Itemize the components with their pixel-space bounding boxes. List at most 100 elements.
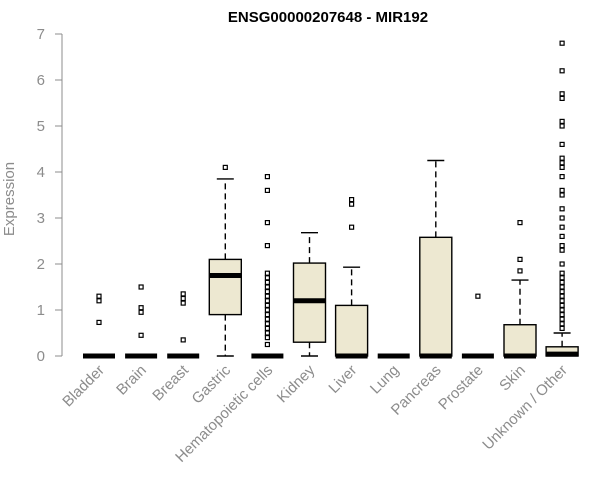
outlier-point (559, 160, 565, 166)
outlier-point (559, 312, 565, 318)
outlier-point (559, 68, 565, 74)
outlier-point (138, 332, 144, 338)
outlier-point (264, 325, 270, 331)
outlier-point (138, 309, 144, 315)
outlier-point (264, 174, 270, 180)
outlier-point (559, 302, 565, 308)
box-5 (251, 174, 284, 359)
outlier-point (222, 164, 228, 170)
chart-title: ENSG00000207648 - MIR192 (228, 9, 428, 26)
x-tick-label: Brain (113, 362, 150, 399)
x-tick-label: Skin (496, 362, 529, 395)
outlier-point (264, 293, 270, 299)
outlier-point (264, 220, 270, 226)
outlier-point (264, 321, 270, 327)
outlier-point (559, 141, 565, 147)
outlier-point (559, 206, 565, 212)
outlier-point (264, 307, 270, 313)
outlier-point (559, 123, 565, 129)
outlier-point (180, 300, 186, 306)
outlier-point (559, 187, 565, 193)
box-9 (419, 159, 453, 359)
y-tick-label: 7 (37, 26, 45, 43)
y-tick-label: 5 (37, 118, 45, 135)
y-tick-label: 3 (37, 210, 45, 227)
outlier-point (264, 302, 270, 308)
outlier-point (138, 305, 144, 311)
outlier-point (559, 224, 565, 230)
y-tick-label: 0 (37, 348, 45, 365)
outlier-point (559, 192, 565, 198)
box-rect (334, 304, 369, 357)
outlier-point (475, 293, 481, 299)
outlier-point (559, 289, 565, 295)
x-tick-label: Lung (367, 362, 403, 398)
outlier-point (264, 279, 270, 285)
outlier-point (559, 233, 565, 239)
outlier-point (264, 316, 270, 322)
outlier-point (264, 341, 270, 348)
outlier-point (264, 335, 270, 341)
outlier-point (264, 243, 270, 249)
box-rect (208, 258, 243, 316)
outlier-point (264, 330, 270, 336)
outlier-point (96, 293, 102, 299)
outlier-point (559, 164, 565, 170)
outlier-point (559, 298, 565, 304)
x-tick-label: Prostate (435, 362, 487, 414)
outlier-point (517, 220, 523, 226)
outlier-point (349, 197, 355, 203)
outlier-point (559, 261, 565, 267)
outlier-point (96, 298, 102, 304)
outlier-point (559, 174, 565, 180)
box-6 (292, 232, 327, 357)
outlier-point (559, 307, 565, 313)
y-tick-label: 2 (37, 256, 45, 273)
y-axis-label: Expression (1, 162, 18, 236)
outlier-point (264, 312, 270, 318)
box-7 (334, 197, 369, 359)
outlier-point (559, 40, 565, 46)
y-tick-label: 1 (37, 302, 45, 319)
outlier-point (264, 187, 270, 193)
outlier-point (180, 337, 186, 343)
outlier-point (264, 289, 270, 295)
outlier-point (559, 215, 565, 221)
outlier-point (559, 118, 565, 125)
outlier-point (559, 279, 565, 285)
y-tick-label: 4 (37, 164, 45, 181)
outlier-point (180, 295, 186, 302)
outlier-point (559, 155, 565, 161)
outlier-point (264, 298, 270, 304)
outlier-point (559, 243, 565, 249)
outlier-point (559, 91, 565, 97)
outlier-point (517, 268, 523, 274)
outlier-point (559, 247, 565, 253)
x-tick-label: Breast (149, 361, 192, 404)
outlier-point (559, 325, 565, 331)
outlier-point (559, 95, 565, 102)
box-rect (419, 236, 453, 357)
y-tick-label: 6 (37, 72, 45, 89)
outlier-point (517, 256, 523, 262)
box-3 (167, 291, 200, 359)
outlier-point (180, 291, 186, 297)
outlier-point (264, 284, 270, 290)
outlier-point (559, 270, 565, 276)
outlier-point (264, 275, 270, 281)
box-11 (503, 220, 537, 359)
outlier-point (559, 293, 565, 299)
box-4 (208, 164, 243, 357)
outlier-point (264, 270, 270, 276)
outlier-point (559, 321, 565, 327)
outlier-point (138, 284, 144, 290)
box-2 (125, 284, 158, 359)
outlier-point (96, 319, 102, 326)
outlier-point (559, 275, 565, 281)
outlier-point (349, 224, 355, 230)
box-10 (461, 293, 494, 359)
outlier-point (559, 316, 565, 322)
y-axis: 0 1 2 3 4 5 6 7 (37, 26, 63, 365)
box-1 (83, 293, 115, 359)
